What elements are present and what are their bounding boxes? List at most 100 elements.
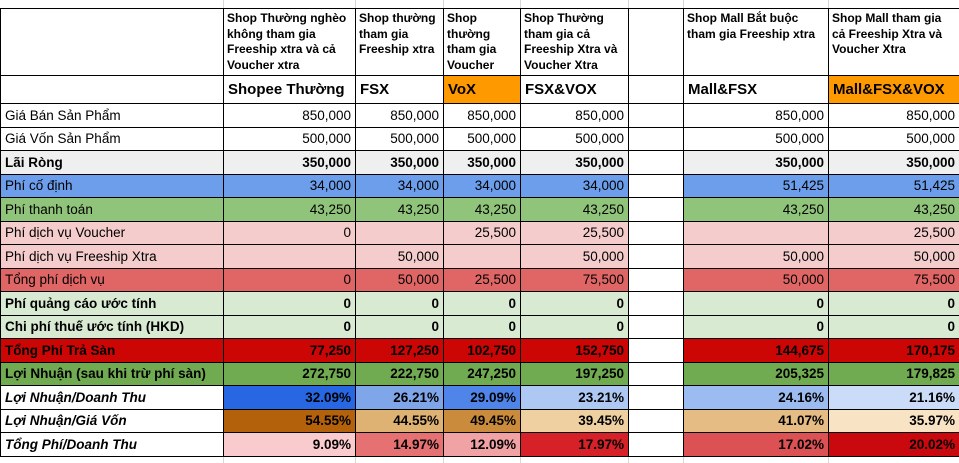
header-short-row-label[interactable] xyxy=(1,76,224,104)
spacer-cell[interactable] xyxy=(629,339,684,363)
cell-loi-nhuan-doanh-thu-mall-fsx-vox[interactable]: 21.16% xyxy=(829,386,959,410)
cell-gia-von-san-pham-fsx-vox[interactable]: 500,000 xyxy=(521,127,629,152)
cell-gia-ban-san-pham-vox[interactable]: 850,000 xyxy=(444,104,521,128)
cell-loi-nhuan-gia-von-fsx-vox[interactable]: 39.45% xyxy=(521,409,629,434)
spacer-cell[interactable] xyxy=(629,127,684,152)
cell-phi-co-dinh-shopee-thuong[interactable]: 34,000 xyxy=(224,174,356,199)
cell-tong-phi-dich-vu-vox[interactable]: 25,500 xyxy=(444,268,521,293)
spacer-cell[interactable] xyxy=(629,221,684,246)
cell-loi-nhuan-doanh-thu-fsx-vox[interactable]: 23.21% xyxy=(521,386,629,410)
header-short-vox[interactable]: VoX xyxy=(444,76,521,104)
spacer-cell[interactable] xyxy=(629,409,684,434)
cell-phi-co-dinh-vox[interactable]: 34,000 xyxy=(444,174,521,199)
row-label-tong-phi-dich-vu[interactable]: Tổng phí dịch vụ xyxy=(1,268,224,293)
cell-chi-phi-thue-uoc-tinh-fsx[interactable]: 0 xyxy=(356,315,444,340)
header-short-mall-fsx-vox[interactable]: Mall&FSX&VOX xyxy=(829,76,959,104)
cell-loi-nhuan-sau-phi-san-mall-fsx[interactable]: 205,325 xyxy=(684,362,829,387)
header-desc-fsx-vox[interactable]: Shop Thường tham gia cả Freeship Xtra và… xyxy=(521,9,629,76)
cell-gia-von-san-pham-fsx[interactable]: 500,000 xyxy=(356,127,444,152)
cell-phi-quang-cao-uoc-tinh-fsx-vox[interactable]: 0 xyxy=(521,292,629,316)
cell-tong-phi-tra-san-mall-fsx-vox[interactable]: 170,175 xyxy=(829,339,959,363)
cell-tong-phi-dich-vu-fsx[interactable]: 50,000 xyxy=(356,268,444,293)
cell-gia-von-san-pham-mall-fsx[interactable]: 500,000 xyxy=(684,127,829,152)
row-label-lai-rong[interactable]: Lãi Ròng xyxy=(1,151,224,175)
cell-loi-nhuan-sau-phi-san-shopee-thuong[interactable]: 272,750 xyxy=(224,362,356,387)
row-label-tong-phi-tra-san[interactable]: Tổng Phí Trả Sàn xyxy=(1,339,224,363)
spacer-cell[interactable] xyxy=(629,245,684,269)
cell-tong-phi-doanh-thu-mall-fsx[interactable]: 17.02% xyxy=(684,433,829,457)
header-short-mall-fsx[interactable]: Mall&FSX xyxy=(684,76,829,104)
cell-chi-phi-thue-uoc-tinh-mall-fsx-vox[interactable]: 0 xyxy=(829,315,959,340)
cell-phi-co-dinh-fsx[interactable]: 34,000 xyxy=(356,174,444,199)
cell-phi-dich-vu-voucher-mall-fsx[interactable] xyxy=(684,221,829,246)
header-short-shopee-thuong[interactable]: Shopee Thường xyxy=(224,76,356,104)
cell-loi-nhuan-sau-phi-san-fsx[interactable]: 222,750 xyxy=(356,362,444,387)
cell-loi-nhuan-doanh-thu-mall-fsx[interactable]: 24.16% xyxy=(684,386,829,410)
header-desc-shopee-thuong[interactable]: Shop Thường nghèo không tham gia Freeshi… xyxy=(224,9,356,76)
cell-phi-quang-cao-uoc-tinh-mall-fsx-vox[interactable]: 0 xyxy=(829,292,959,316)
row-label-loi-nhuan-gia-von[interactable]: Lợi Nhuận/Giá Vốn xyxy=(1,409,224,434)
cell-gia-ban-san-pham-mall-fsx-vox[interactable]: 850,000 xyxy=(829,104,959,128)
cell-chi-phi-thue-uoc-tinh-mall-fsx[interactable]: 0 xyxy=(684,315,829,340)
header-short-fsx-vox[interactable]: FSX&VOX xyxy=(521,76,629,104)
cell-lai-rong-fsx[interactable]: 350,000 xyxy=(356,151,444,175)
row-label-loi-nhuan-sau-phi-san[interactable]: Lợi Nhuận (sau khi trừ phí sàn) xyxy=(1,362,224,387)
cell-phi-dich-vu-voucher-fsx[interactable] xyxy=(356,221,444,246)
cell-phi-quang-cao-uoc-tinh-fsx[interactable]: 0 xyxy=(356,292,444,316)
cell-phi-thanh-toan-shopee-thuong[interactable]: 43,250 xyxy=(224,198,356,222)
cell-gia-von-san-pham-shopee-thuong[interactable]: 500,000 xyxy=(224,127,356,152)
cell-loi-nhuan-gia-von-mall-fsx-vox[interactable]: 35.97% xyxy=(829,409,959,434)
cell-lai-rong-shopee-thuong[interactable]: 350,000 xyxy=(224,151,356,175)
header-short-fsx[interactable]: FSX xyxy=(356,76,444,104)
cell-phi-co-dinh-mall-fsx-vox[interactable]: 51,425 xyxy=(829,174,959,199)
cell-phi-thanh-toan-mall-fsx-vox[interactable]: 43,250 xyxy=(829,198,959,222)
cell-gia-ban-san-pham-fsx[interactable]: 850,000 xyxy=(356,104,444,128)
cell-loi-nhuan-gia-von-shopee-thuong[interactable]: 54.55% xyxy=(224,409,356,434)
row-label-gia-ban-san-pham[interactable]: Giá Bán Sản Phẩm xyxy=(1,104,224,128)
cell-phi-quang-cao-uoc-tinh-vox[interactable]: 0 xyxy=(444,292,521,316)
cell-gia-von-san-pham-vox[interactable]: 500,000 xyxy=(444,127,521,152)
cell-loi-nhuan-gia-von-vox[interactable]: 49.45% xyxy=(444,409,521,434)
cell-loi-nhuan-gia-von-fsx[interactable]: 44.55% xyxy=(356,409,444,434)
cell-phi-thanh-toan-fsx[interactable]: 43,250 xyxy=(356,198,444,222)
cell-tong-phi-doanh-thu-shopee-thuong[interactable]: 9.09% xyxy=(224,433,356,457)
cell-phi-co-dinh-fsx-vox[interactable]: 34,000 xyxy=(521,174,629,199)
cell-gia-ban-san-pham-fsx-vox[interactable]: 850,000 xyxy=(521,104,629,128)
spacer-cell[interactable] xyxy=(629,386,684,410)
cell-chi-phi-thue-uoc-tinh-fsx-vox[interactable]: 0 xyxy=(521,315,629,340)
cell-phi-dich-vu-freeship-xtra-mall-fsx[interactable]: 50,000 xyxy=(684,245,829,269)
cell-tong-phi-tra-san-vox[interactable]: 102,750 xyxy=(444,339,521,363)
cell-gia-ban-san-pham-mall-fsx[interactable]: 850,000 xyxy=(684,104,829,128)
cell-chi-phi-thue-uoc-tinh-shopee-thuong[interactable]: 0 xyxy=(224,315,356,340)
row-label-gia-von-san-pham[interactable]: Giá Vốn Sản Phẩm xyxy=(1,127,224,152)
cell-tong-phi-dich-vu-mall-fsx[interactable]: 50,000 xyxy=(684,268,829,293)
cell-tong-phi-tra-san-fsx-vox[interactable]: 152,750 xyxy=(521,339,629,363)
row-label-phi-co-dinh[interactable]: Phí cố định xyxy=(1,174,224,199)
cell-tong-phi-doanh-thu-vox[interactable]: 12.09% xyxy=(444,433,521,457)
cell-tong-phi-doanh-thu-mall-fsx-vox[interactable]: 20.02% xyxy=(829,433,959,457)
cell-gia-ban-san-pham-shopee-thuong[interactable]: 850,000 xyxy=(224,104,356,128)
cell-tong-phi-tra-san-fsx[interactable]: 127,250 xyxy=(356,339,444,363)
cell-phi-thanh-toan-vox[interactable]: 43,250 xyxy=(444,198,521,222)
cell-phi-quang-cao-uoc-tinh-mall-fsx[interactable]: 0 xyxy=(684,292,829,316)
spacer-cell[interactable] xyxy=(629,315,684,340)
row-label-phi-dich-vu-freeship-xtra[interactable]: Phí dịch vụ Freeship Xtra xyxy=(1,245,224,269)
cell-loi-nhuan-sau-phi-san-fsx-vox[interactable]: 197,250 xyxy=(521,362,629,387)
spacer-cell[interactable] xyxy=(629,151,684,175)
cell-phi-co-dinh-mall-fsx[interactable]: 51,425 xyxy=(684,174,829,199)
cell-tong-phi-dich-vu-shopee-thuong[interactable]: 0 xyxy=(224,268,356,293)
cell-phi-dich-vu-freeship-xtra-shopee-thuong[interactable] xyxy=(224,245,356,269)
cell-loi-nhuan-sau-phi-san-vox[interactable]: 247,250 xyxy=(444,362,521,387)
spacer-cell[interactable] xyxy=(629,362,684,387)
spacer-cell[interactable] xyxy=(629,104,684,128)
spacer-cell[interactable] xyxy=(629,433,684,457)
cell-phi-dich-vu-voucher-shopee-thuong[interactable]: 0 xyxy=(224,221,356,246)
row-label-phi-quang-cao-uoc-tinh[interactable]: Phí quảng cáo ước tính xyxy=(1,292,224,316)
row-label-phi-dich-vu-voucher[interactable]: Phí dịch vụ Voucher xyxy=(1,221,224,246)
cell-tong-phi-dich-vu-fsx-vox[interactable]: 75,500 xyxy=(521,268,629,293)
cell-phi-dich-vu-voucher-vox[interactable]: 25,500 xyxy=(444,221,521,246)
spacer-cell[interactable] xyxy=(629,174,684,199)
row-label-chi-phi-thue-uoc-tinh[interactable]: Chi phí thuế ước tính (HKD) xyxy=(1,315,224,340)
cell-phi-thanh-toan-mall-fsx[interactable]: 43,250 xyxy=(684,198,829,222)
cell-phi-thanh-toan-fsx-vox[interactable]: 43,250 xyxy=(521,198,629,222)
